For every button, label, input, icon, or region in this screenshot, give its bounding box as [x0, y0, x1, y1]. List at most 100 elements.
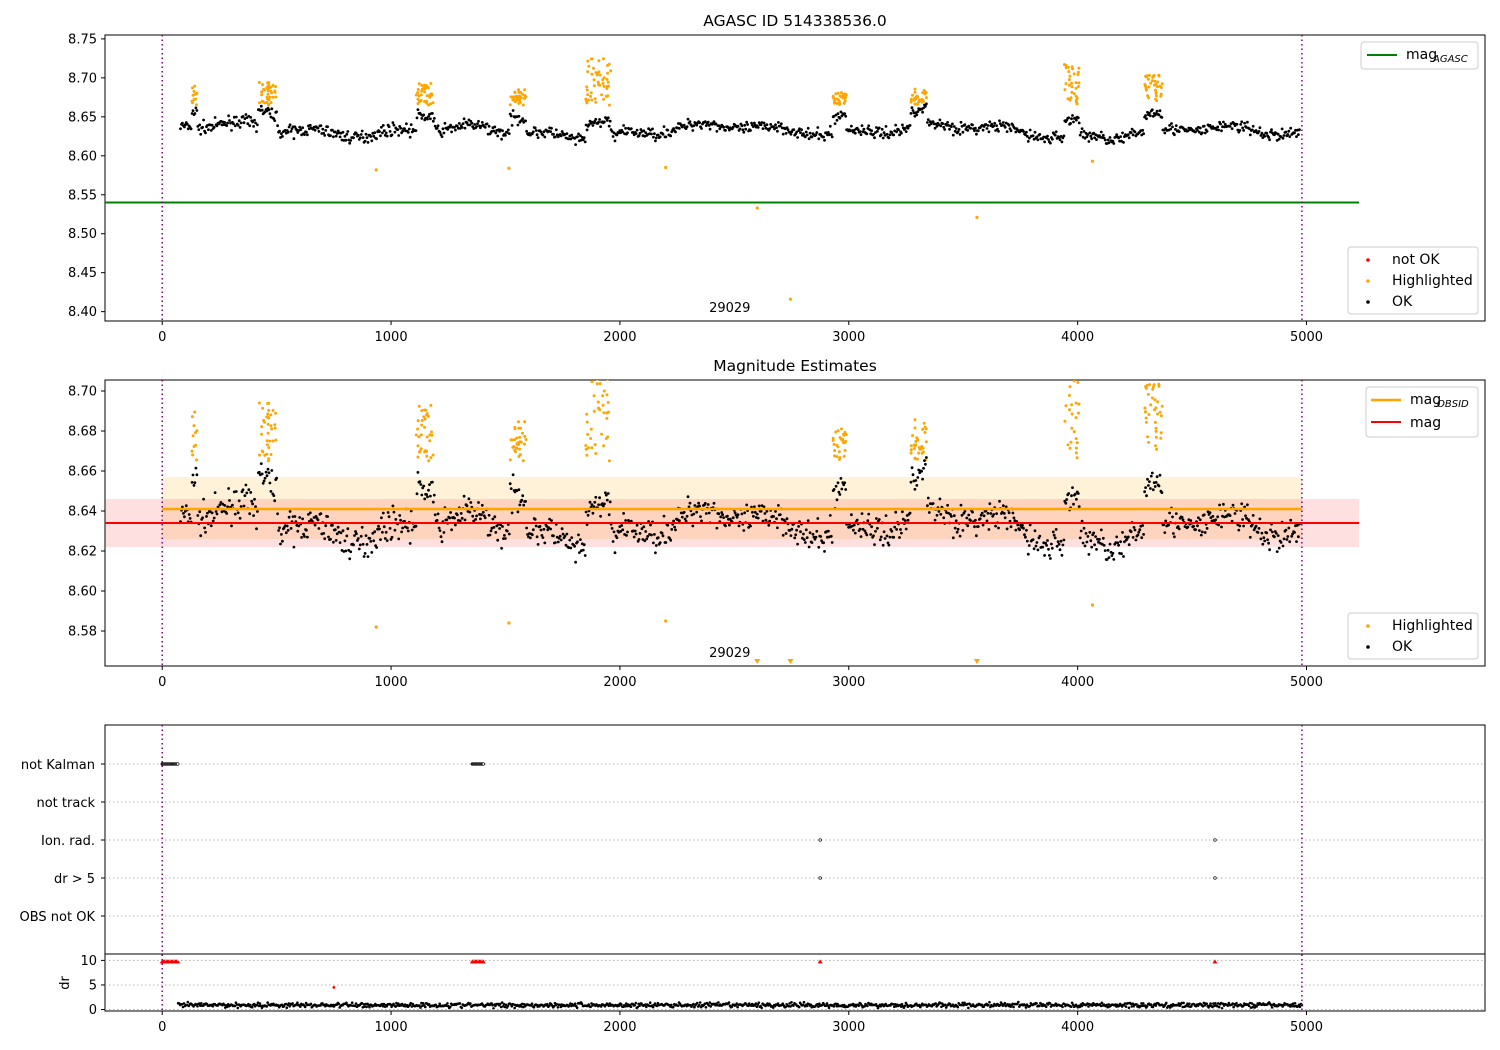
ok-point	[1005, 130, 1009, 134]
ok-point	[297, 524, 301, 528]
ok-point	[987, 528, 991, 531]
ok-point	[976, 129, 980, 133]
highlighted-point	[1074, 98, 1078, 102]
ok-point	[899, 528, 902, 531]
ok-point	[873, 543, 876, 546]
ok-point	[517, 488, 521, 492]
ok-point	[429, 117, 432, 121]
ok-point	[1078, 536, 1082, 540]
highlighted-point	[1077, 66, 1081, 70]
highlighted-point	[517, 441, 521, 445]
ok-point	[265, 474, 269, 478]
ok-point	[586, 513, 590, 517]
highlighted-point	[921, 427, 925, 431]
ok-point	[1140, 536, 1144, 540]
dr-point	[670, 1003, 673, 1007]
dr-point	[233, 1004, 237, 1008]
ok-point	[375, 546, 378, 549]
ok-point	[303, 133, 306, 137]
dr-tick-label: 5	[89, 978, 97, 993]
ok-point	[685, 125, 689, 129]
ok-point	[267, 108, 271, 112]
ok-point	[1200, 131, 1204, 135]
dr-point	[558, 1003, 562, 1007]
highlighted-point	[429, 403, 433, 407]
ok-point	[691, 524, 695, 528]
ok-point	[1217, 523, 1220, 527]
highlighted-point	[1074, 81, 1078, 85]
highlighted-point	[420, 84, 424, 87]
highlighted-point	[590, 72, 594, 76]
ok-point	[230, 129, 233, 132]
highlighted-point	[586, 432, 590, 436]
ok-point	[1092, 531, 1096, 535]
dr-point	[905, 1003, 909, 1006]
ok-point	[253, 497, 256, 501]
ok-point	[292, 137, 296, 141]
legend-label-mag: mag	[1406, 47, 1437, 63]
ok-point	[254, 121, 257, 125]
ok-point	[583, 140, 587, 144]
ok-point	[507, 132, 511, 136]
ok-point	[1284, 130, 1288, 134]
ok-point	[789, 132, 793, 136]
ok-point	[324, 524, 328, 528]
highlighted-point	[1146, 94, 1150, 98]
ok-point	[204, 131, 207, 135]
ok-point	[613, 139, 617, 143]
ok-point	[1268, 548, 1271, 552]
ok-point	[992, 513, 996, 516]
ok-point	[1060, 553, 1064, 557]
ok-point	[1258, 126, 1262, 130]
ok-point	[534, 129, 538, 132]
ok-point	[542, 527, 546, 531]
highlighted-point	[274, 95, 278, 99]
x-tick-label: 0	[158, 330, 166, 345]
ok-point	[678, 519, 681, 523]
ok-point	[255, 130, 258, 134]
ok-point	[1144, 486, 1147, 489]
dr-point	[422, 1002, 425, 1005]
ok-point	[654, 551, 657, 555]
ok-point	[568, 538, 572, 542]
ok-point	[1067, 116, 1071, 120]
ok-point	[976, 525, 980, 528]
ok-point	[1122, 555, 1125, 558]
ok-point	[1024, 133, 1027, 137]
ok-point	[852, 528, 855, 532]
highlighted-point	[1070, 90, 1074, 94]
ok-point	[1050, 542, 1053, 546]
ok-point	[431, 112, 434, 115]
dr-point	[1291, 1004, 1294, 1008]
ok-point	[213, 491, 217, 494]
magnitude-estimates-panel: Magnitude Estimates 29029 8.588.608.628.…	[68, 357, 1486, 690]
ok-point	[234, 490, 238, 493]
highlighted-point	[1077, 85, 1080, 88]
ok-point	[597, 120, 600, 124]
dr-point	[224, 1006, 227, 1009]
ok-point	[269, 490, 273, 493]
dr-point	[1217, 1005, 1221, 1009]
ok-point	[1168, 511, 1171, 515]
dr-point	[1227, 1001, 1231, 1005]
highlighted-point	[261, 83, 265, 87]
ok-point	[1038, 534, 1042, 538]
ok-point	[656, 536, 660, 540]
ok-point	[199, 132, 203, 136]
dr-point	[199, 1004, 202, 1007]
ok-point	[495, 524, 499, 528]
highlighted-point	[423, 425, 426, 429]
ok-point	[390, 535, 394, 539]
ok-point	[1265, 531, 1269, 535]
ok-point	[1230, 127, 1234, 130]
dr-point	[860, 1004, 863, 1007]
ok-point	[1043, 554, 1046, 557]
ok-point	[1267, 541, 1270, 545]
ok-point	[1202, 513, 1206, 517]
ok-point	[432, 117, 436, 120]
ok-point	[1287, 129, 1291, 133]
ok-point	[253, 118, 256, 122]
ok-point	[1132, 526, 1136, 529]
ok-point	[469, 501, 473, 504]
dr-point	[1255, 1005, 1258, 1008]
